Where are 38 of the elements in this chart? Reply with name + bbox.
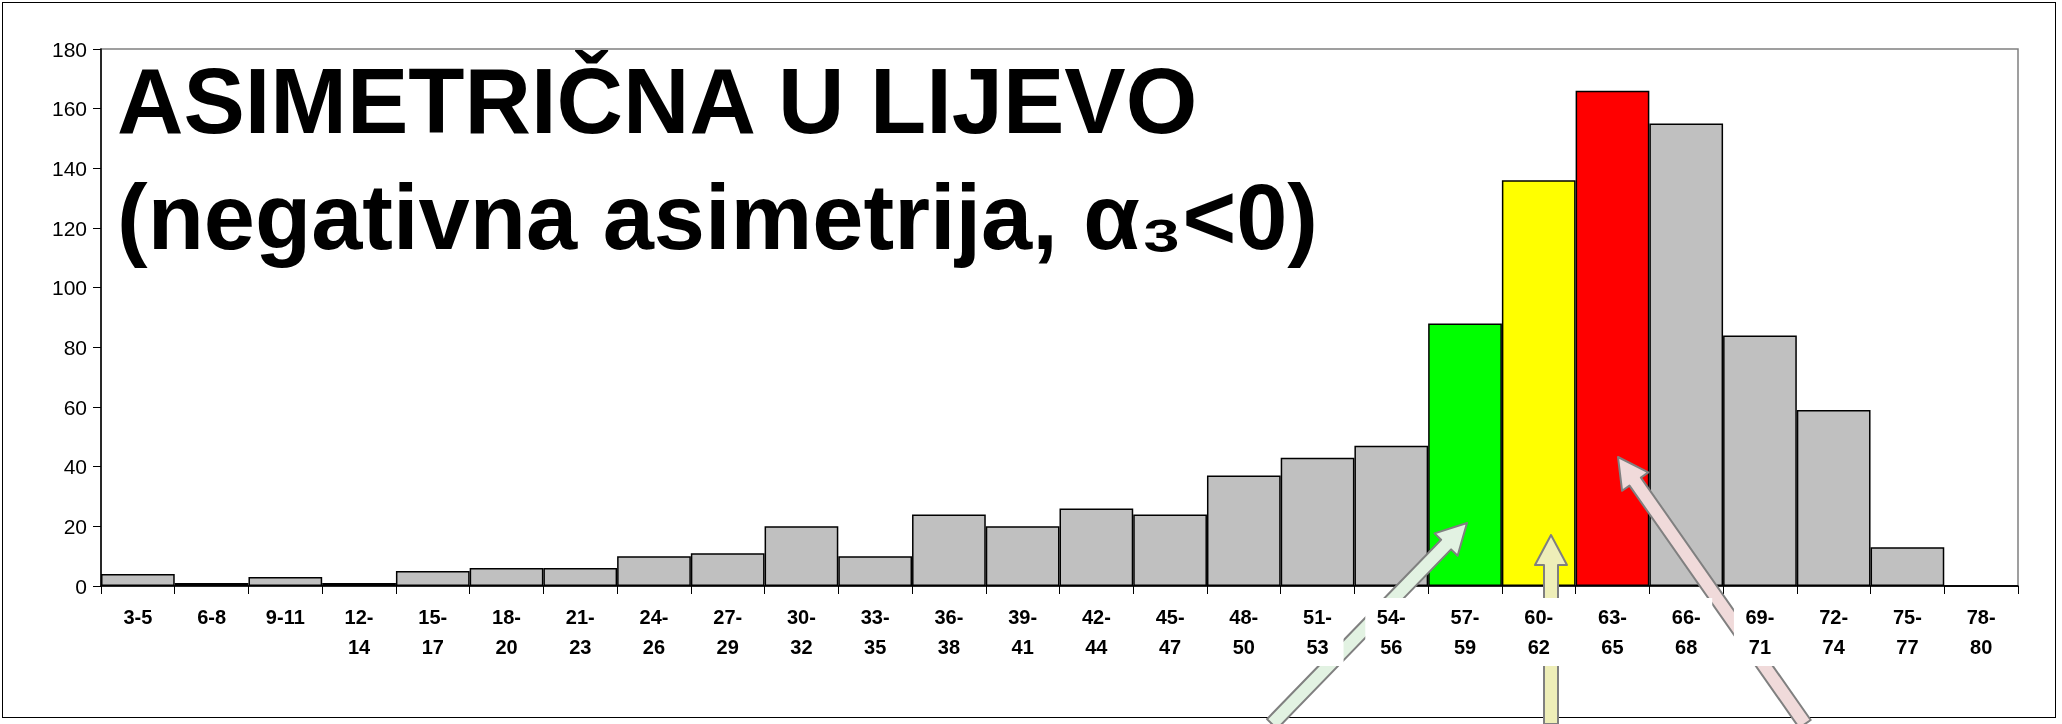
x-tick-label: 36-38 [934, 606, 964, 658]
x-tick-label: 42-44 [1081, 606, 1111, 658]
x-tick-label: 33-35 [860, 606, 890, 658]
x-tick-label: 57-59 [1450, 606, 1480, 658]
x-tick-label: 75-77 [1892, 606, 1922, 658]
y-tick-label: 0 [75, 574, 87, 598]
x-tick-label: 51-53 [1303, 606, 1333, 658]
y-tick-label: 40 [63, 455, 87, 479]
x-tick-label: 66-68 [1671, 606, 1701, 658]
text: (negativna asimetrija, α₃<0) [117, 166, 1318, 268]
y-tick-label: 140 [51, 156, 87, 180]
x-tick-label: 6-8 [197, 606, 227, 628]
x-tick-label: 24-26 [639, 606, 669, 658]
x-tick-label: 21-23 [565, 606, 595, 658]
y-tick-label: 100 [51, 276, 87, 300]
x-tick-label: 12-14 [344, 606, 374, 658]
chart-title: ASIMETRIČNA U LIJEVO [117, 50, 1198, 152]
x-tick-label: 60-62 [1524, 606, 1554, 658]
x-tick-label: 27-29 [713, 606, 743, 658]
y-tick-label: 180 [51, 37, 87, 61]
x-tick-label: 30-32 [786, 606, 816, 658]
y-tick-label: 80 [63, 335, 87, 359]
x-tick-label: 69-71 [1745, 606, 1775, 658]
x-tick-label: 45-47 [1155, 606, 1185, 658]
y-tick-label: 120 [51, 216, 87, 240]
x-tick-label: 54-56 [1376, 606, 1406, 658]
y-tick-label: 160 [51, 97, 87, 121]
x-tick-label: 39-41 [1008, 606, 1038, 658]
y-tick-label: 60 [63, 395, 87, 419]
x-tick-label: 63-65 [1598, 606, 1627, 658]
x-tick-label: 18-20 [492, 606, 521, 658]
x-tick-label: 9-11 [265, 606, 305, 628]
x-tick-label: 48-50 [1229, 606, 1259, 658]
x-tick-label: 78-80 [1966, 606, 1996, 658]
y-tick-label: 20 [63, 514, 87, 538]
x-tick-label: 72-74 [1819, 606, 1849, 658]
x-tick-label: 15-17 [418, 606, 448, 658]
x-tick-label: 3-5 [123, 606, 153, 628]
